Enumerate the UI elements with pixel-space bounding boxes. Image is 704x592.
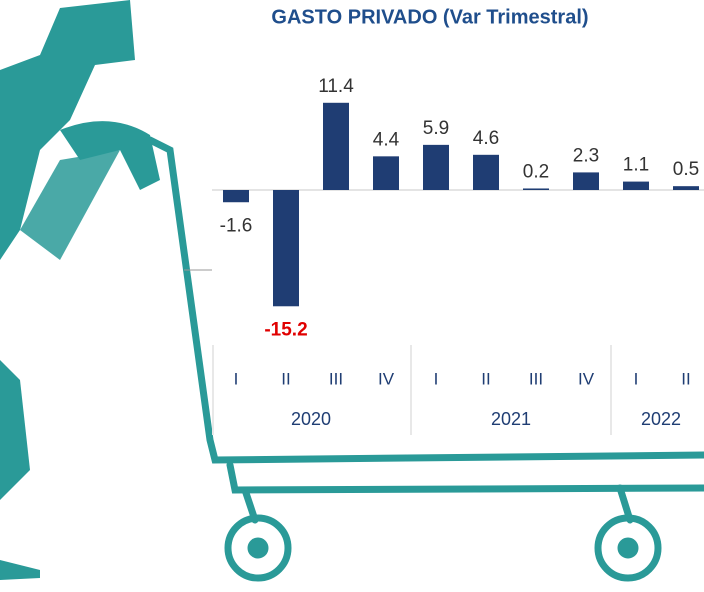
group-label: 2022 [641, 409, 681, 429]
x-tick-label: I [634, 369, 639, 388]
value-label: 0.5 [673, 159, 699, 180]
bar [223, 190, 249, 202]
x-tick-label: II [681, 369, 690, 388]
page: {"chart_data": {"type": "bar", "title": … [0, 0, 704, 592]
x-tick-label: III [529, 369, 543, 388]
value-label: 4.6 [473, 128, 499, 149]
value-label: 0.2 [523, 161, 549, 182]
chart-title: GASTO PRIVADO (Var Trimestral) [271, 6, 588, 28]
group-label: 2021 [491, 409, 531, 429]
bar [373, 156, 399, 190]
chart: GASTO PRIVADO (Var Trimestral) -1.6 I -15.… [0, 0, 704, 592]
value-label: -1.6 [220, 215, 253, 236]
background-illustration [0, 0, 160, 580]
value-label: 11.4 [318, 76, 354, 97]
bar [673, 186, 699, 190]
value-label: 2.3 [573, 145, 599, 166]
bar [323, 103, 349, 190]
value-label: -15.2 [264, 319, 307, 340]
x-tick-label: II [481, 369, 490, 388]
x-tick-label: IV [578, 369, 595, 388]
x-tick-label: I [434, 369, 439, 388]
bar [423, 145, 449, 190]
value-label: 1.1 [623, 155, 649, 176]
value-label: 5.9 [423, 118, 449, 139]
x-tick-label: I [234, 369, 239, 388]
bar [573, 172, 599, 190]
x-tick-label: III [329, 369, 343, 388]
value-label: 4.4 [373, 129, 400, 150]
x-tick-label: IV [378, 369, 395, 388]
x-tick-label: II [281, 369, 290, 388]
bar [523, 188, 549, 190]
bar [273, 190, 299, 306]
bar [623, 182, 649, 190]
bar [473, 155, 499, 190]
group-label: 2020 [291, 409, 331, 429]
